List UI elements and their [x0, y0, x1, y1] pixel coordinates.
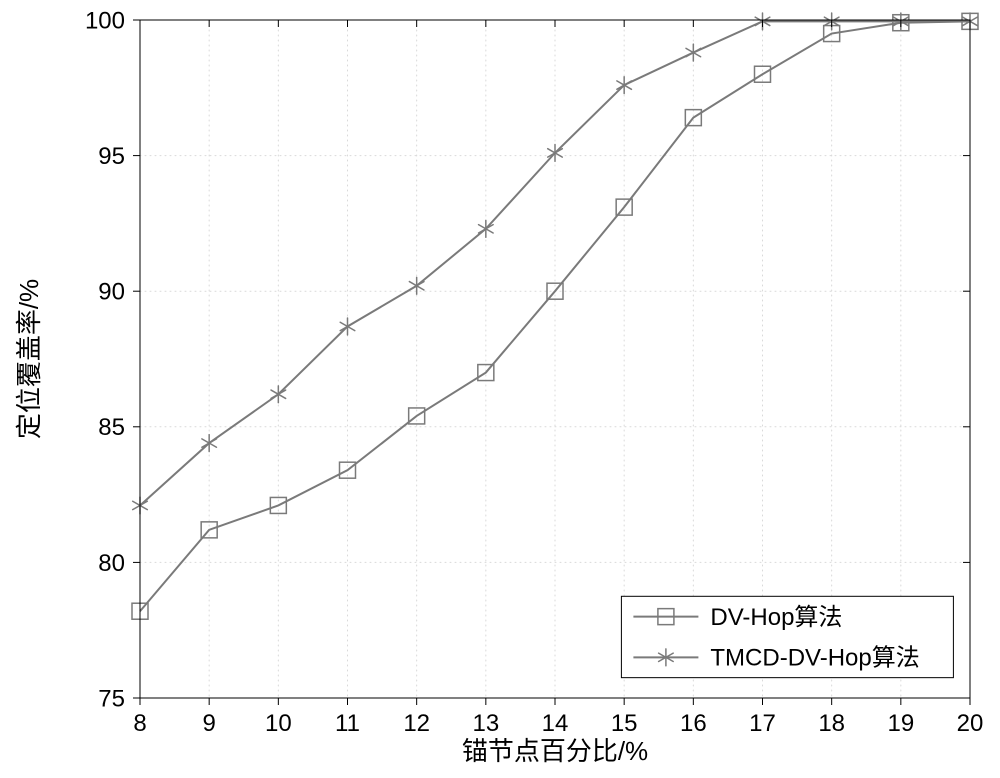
chart-svg: 8 9 10 11 12 13 14 15 16 17 18 19 20 75 80 85 90 95 100 锚节点… [0, 0, 1000, 778]
x-tick-label: 15 [611, 710, 638, 737]
x-tick-label: 14 [542, 710, 569, 737]
x-tick-label: 20 [957, 710, 984, 737]
x-tick-label: 18 [818, 710, 845, 737]
x-tick-label: 19 [887, 710, 914, 737]
x-tick-label: 17 [749, 710, 776, 737]
legend-label: DV-Hop算法 [710, 604, 842, 631]
x-tick-label: 10 [265, 710, 292, 737]
x-tick-label: 12 [403, 710, 430, 737]
y-tick-label: 75 [98, 685, 125, 712]
x-tick-label: 13 [472, 710, 499, 737]
x-tick-label: 16 [680, 710, 707, 737]
line-chart: 8 9 10 11 12 13 14 15 16 17 18 19 20 75 80 85 90 95 100 锚节点… [0, 0, 1000, 778]
legend-label: TMCD-DV-Hop算法 [710, 645, 919, 672]
y-axis-label: 定位覆盖率/% [14, 279, 44, 439]
x-tick-label: 11 [335, 710, 360, 737]
x-tick-label: 8 [133, 710, 146, 737]
y-tick-label: 90 [98, 279, 125, 306]
y-tick-label: 100 [85, 7, 125, 34]
y-tick-label: 80 [98, 550, 125, 577]
y-tick-label: 85 [98, 414, 125, 441]
x-tick-label: 9 [202, 710, 215, 737]
x-axis-label: 锚节点百分比/% [462, 736, 648, 766]
y-tick-label: 95 [98, 143, 125, 170]
